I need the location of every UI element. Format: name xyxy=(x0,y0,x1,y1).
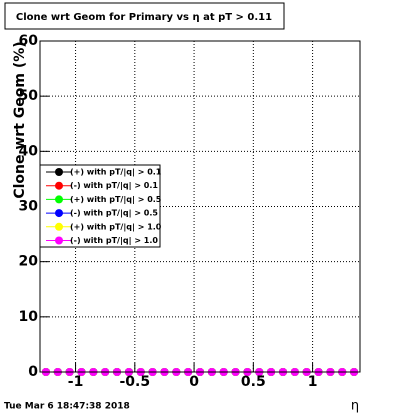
x-tick-label: 0.5 xyxy=(241,374,266,390)
x-tick-label: -0.5 xyxy=(120,374,151,390)
x-tick-label: -1 xyxy=(68,374,84,390)
legend-label: (+) with pT/|q| > 1.0 xyxy=(70,222,162,231)
y-tick-label: 10 xyxy=(19,309,39,325)
legend-label: (-) with pT/|q| > 1.0 xyxy=(70,236,158,245)
y-tick-label: 30 xyxy=(19,199,39,215)
chart-title: Clone wrt Geom for Primary vs η at pT > … xyxy=(16,12,272,23)
legend-label: (-) with pT/|q| > 0.5 xyxy=(70,209,158,218)
y-tick-label: 50 xyxy=(19,88,39,104)
legend-label: (+) with pT/|q| > 0.5 xyxy=(70,195,162,204)
legend-label: (-) with pT/|q| > 0.1 xyxy=(70,181,158,190)
legend-marker xyxy=(55,168,63,176)
title-box xyxy=(4,2,285,30)
y-tick-label: 0 xyxy=(28,364,38,380)
legend-marker xyxy=(55,181,63,190)
legend-marker xyxy=(55,209,63,218)
legend-label: (+) with pT/|q| > 0.1 xyxy=(70,168,162,177)
y-tick-label: 20 xyxy=(19,254,39,270)
y-tick-label: 60 xyxy=(19,33,39,49)
footer: Tue Mar 6 18:47:38 2018 xyxy=(4,402,130,412)
legend-marker xyxy=(55,236,63,245)
legend: (+) with pT/|q| > 0.1 (-) with pT/|q| > 0… xyxy=(39,164,162,248)
legend-marker xyxy=(55,222,63,231)
x-tick-label: 0 xyxy=(189,374,199,390)
legend-marker xyxy=(55,195,63,204)
y-tick-label: 40 xyxy=(19,143,39,159)
x-axis-label: η xyxy=(351,399,359,414)
x-tick-label: 1 xyxy=(308,374,318,390)
legend-box xyxy=(39,164,161,248)
y-axis-label: Clone wrt Geom (%) xyxy=(12,41,28,198)
